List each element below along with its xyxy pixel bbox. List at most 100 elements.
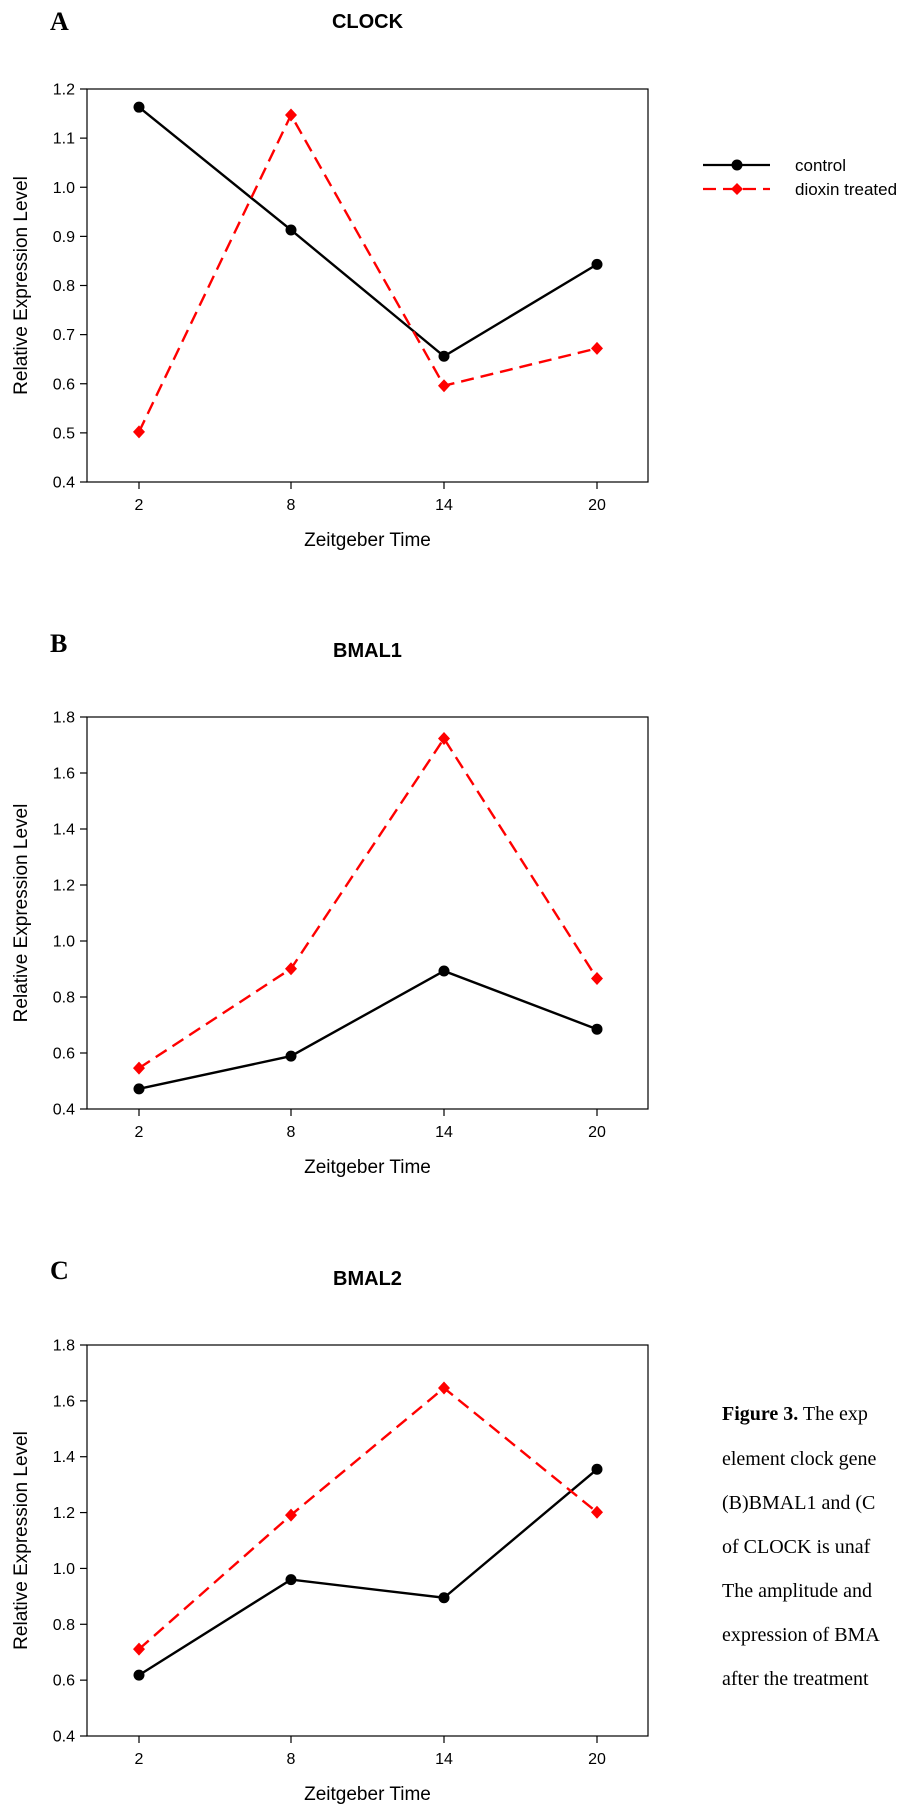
y-tick-label: 0.9 (53, 229, 75, 246)
panel-letter: C (50, 1256, 69, 1285)
y-tick-label: 1.0 (53, 934, 75, 951)
data-point-dioxin-treated (133, 1061, 145, 1075)
y-axis-label: Relative Expression Level (11, 804, 32, 1023)
caption-line-1-text: The exp (798, 1403, 868, 1425)
charts-group: A CLOCK 0.4 0.5 0.6 0.7 0.8 0.9 1.0 1.1 1.2 2 8 14 20 Z… (11, 7, 649, 1805)
x-tick-label: 14 (435, 497, 453, 514)
series-line-control (138, 106, 598, 358)
figure-caption: Figure 3. The exp element clock gene (B)… (722, 1403, 880, 1690)
x-tick-label: 20 (588, 497, 606, 514)
data-point-control (133, 101, 145, 113)
series-line-control (138, 1468, 598, 1677)
y-tick-label: 0.7 (53, 327, 75, 344)
caption-line-6: expression of BMA (722, 1624, 880, 1646)
y-tick-label: 0.8 (53, 278, 75, 295)
x-tick-label: 20 (588, 1751, 606, 1768)
x-tick-label: 8 (287, 1751, 296, 1768)
data-point-control (438, 1592, 450, 1604)
data-point-dioxin-treated (133, 1642, 145, 1656)
x-tick-label: 2 (135, 1124, 144, 1141)
data-point-dioxin-treated (591, 341, 603, 355)
panel-letter: B (50, 629, 67, 658)
data-point-control (438, 350, 450, 362)
data-point-dioxin-treated (438, 732, 450, 746)
data-point-control (285, 1050, 297, 1062)
caption-line-3: (B)BMAL1 and (C (722, 1492, 875, 1514)
chart-panel-a: A CLOCK 0.4 0.5 0.6 0.7 0.8 0.9 1.0 1.1 1.2 2 8 14 20 Z… (11, 7, 649, 551)
legend-label-dioxin-treated: dioxin treated (795, 180, 897, 199)
y-tick-label: 0.8 (53, 1617, 75, 1634)
x-tick-label: 20 (588, 1124, 606, 1141)
legend-marker-dioxin-treated (731, 183, 743, 195)
series-line-dioxin-treated (137, 112, 598, 433)
caption-line-7: after the treatment (722, 1668, 869, 1690)
data-point-control (285, 224, 297, 236)
caption-line-2: element clock gene (722, 1448, 876, 1470)
y-tick-label: 1.2 (53, 878, 75, 895)
data-point-dioxin-treated (438, 1381, 450, 1395)
y-tick-label: 0.6 (53, 1046, 75, 1063)
legend-entry-dioxin-treated: dioxin treated (703, 180, 897, 199)
data-point-control (133, 1669, 145, 1681)
y-tick-label: 0.6 (53, 1673, 75, 1690)
data-point-control (591, 258, 603, 270)
chart-panel-c: C BMAL2 0.4 0.6 0.8 1.0 1.2 1.4 1.6 1.8 2 8 14 20 Zeit… (11, 1256, 649, 1805)
data-point-dioxin-treated (133, 425, 145, 439)
series-line-dioxin-treated (138, 736, 599, 1070)
plot-frame (86, 716, 649, 1110)
y-tick-label: 1.4 (53, 1449, 75, 1466)
y-tick-label: 1.2 (53, 1505, 75, 1522)
chart-title: BMAL1 (333, 640, 402, 662)
legend: control dioxin treated (703, 156, 897, 199)
series-line-dioxin-treated (138, 1386, 598, 1651)
y-axis-label: Relative Expression Level (11, 1431, 32, 1650)
y-tick-label: 0.4 (53, 475, 75, 492)
x-tick-label: 14 (435, 1751, 453, 1768)
x-tick-label: 14 (435, 1124, 453, 1141)
x-tick-label: 8 (287, 497, 296, 514)
plot-frame (86, 1344, 649, 1737)
y-tick-label: 1.0 (53, 180, 75, 197)
data-point-dioxin-treated (591, 1505, 603, 1519)
y-axis-label: Relative Expression Level (11, 176, 32, 395)
legend-marker-control (731, 159, 743, 171)
chart-title: CLOCK (332, 11, 404, 33)
y-tick-label: 1.4 (53, 822, 75, 839)
x-axis-label: Zeitgeber Time (304, 530, 431, 551)
x-axis-label: Zeitgeber Time (304, 1784, 431, 1805)
data-point-control (438, 965, 450, 977)
legend-entry-control: control (703, 156, 846, 175)
data-point-dioxin-treated (438, 379, 450, 393)
y-tick-label: 0.6 (53, 376, 75, 393)
chart-panel-b: B BMAL1 0.4 0.6 0.8 1.0 1.2 1.4 1.6 1.8 2 8 14 20 Zeit… (11, 629, 649, 1178)
data-point-dioxin-treated (591, 972, 603, 986)
caption-line-5: The amplitude and (722, 1580, 872, 1602)
legend-label-control: control (795, 156, 846, 175)
panel-letter: A (50, 7, 69, 36)
y-tick-label: 1.8 (53, 1338, 75, 1355)
y-tick-label: 1.8 (53, 710, 75, 727)
data-point-control (133, 1083, 145, 1095)
caption-line-4: of CLOCK is unaf (722, 1536, 871, 1558)
y-tick-label: 1.1 (53, 131, 75, 148)
y-tick-label: 0.5 (53, 425, 75, 442)
data-point-dioxin-treated (285, 1508, 297, 1522)
series-line-control (138, 969, 598, 1091)
data-point-control (591, 1023, 603, 1035)
y-tick-label: 0.4 (53, 1729, 75, 1746)
x-axis-label: Zeitgeber Time (304, 1157, 431, 1178)
x-tick-label: 2 (135, 1751, 144, 1768)
y-tick-label: 1.2 (53, 82, 75, 99)
y-tick-label: 0.8 (53, 990, 75, 1007)
y-tick-label: 0.4 (53, 1102, 75, 1119)
y-tick-label: 1.0 (53, 1561, 75, 1578)
data-point-dioxin-treated (285, 962, 297, 976)
y-tick-label: 1.6 (53, 766, 75, 783)
caption-figure-label: Figure 3. (722, 1403, 798, 1425)
x-tick-label: 8 (287, 1124, 296, 1141)
caption-line-1: Figure 3. The exp (722, 1403, 868, 1425)
y-tick-label: 1.6 (53, 1393, 75, 1410)
data-point-dioxin-treated (285, 108, 297, 122)
data-point-control (591, 1463, 603, 1475)
